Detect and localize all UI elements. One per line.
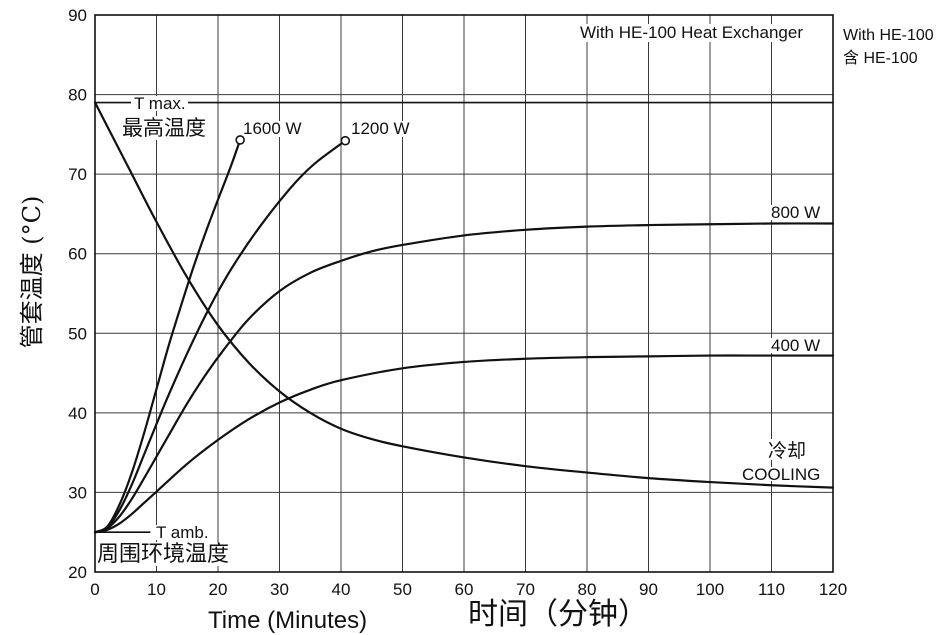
label-background xyxy=(96,542,232,566)
y-tick-label: 70 xyxy=(68,165,87,184)
x-tick-labels: 0 10 20 30 40 50 60 70 80 90 100 110 120 xyxy=(90,580,847,599)
series-cooling-label-zh: 冷却 xyxy=(768,440,806,462)
x-axis-title-zh: 时间（分钟） xyxy=(468,597,648,632)
x-tick-label: 50 xyxy=(393,580,412,599)
x-tick-label: 30 xyxy=(270,580,289,599)
y-tick-label: 90 xyxy=(68,6,87,25)
reference-lines xyxy=(95,101,833,534)
y-tick-label: 40 xyxy=(68,404,87,423)
heat-exchanger-note: With HE-100 Heat Exchanger xyxy=(580,23,803,42)
x-tick-label: 90 xyxy=(639,580,658,599)
label-background xyxy=(769,205,821,220)
x-axis-title: Time (Minutes) xyxy=(208,607,367,634)
x-tick-label: 110 xyxy=(758,580,785,599)
curve-labels: With HE-100 Heat Exchanger T max. 最高温度 1… xyxy=(96,23,822,567)
end-markers xyxy=(235,135,351,146)
side-note-zh: 含 HE-100 xyxy=(843,49,918,67)
x-tick-label: 100 xyxy=(696,580,724,599)
series-1600-w-curve xyxy=(93,138,242,534)
x-tick-label: 40 xyxy=(332,580,351,599)
series-cooling-curve xyxy=(93,101,835,489)
plot-frame xyxy=(94,14,834,573)
label-background xyxy=(153,525,211,540)
tmax-label: T max. xyxy=(134,94,186,113)
tamb-label-zh: 周围环境温度 xyxy=(97,542,229,567)
label-background xyxy=(576,24,808,42)
tmax-label-zh: 最高温度 xyxy=(122,116,206,140)
label-background xyxy=(131,96,188,111)
series-1200-w-curve xyxy=(93,139,347,534)
label-background xyxy=(120,116,208,140)
x-tick-label: 120 xyxy=(819,580,847,599)
label-background xyxy=(241,121,303,137)
series-cooling-label: COOLING xyxy=(742,465,820,484)
label-background xyxy=(769,338,821,353)
series-800w-label: 800 W xyxy=(771,203,820,222)
x-tick-label: 80 xyxy=(578,580,597,599)
x-tick-label: 20 xyxy=(209,580,228,599)
tamb-label: T amb. xyxy=(156,523,209,542)
label-background xyxy=(766,439,808,460)
y-tick-label: 30 xyxy=(68,483,87,502)
label-background xyxy=(349,121,411,137)
y-tick-label: 60 xyxy=(68,245,87,264)
series-400-w-curve xyxy=(93,354,835,534)
x-tick-label: 60 xyxy=(455,580,474,599)
series-curves xyxy=(93,101,835,534)
x-tick-label: 10 xyxy=(147,580,166,599)
x-tick-label: 70 xyxy=(516,580,535,599)
y-tick-label: 50 xyxy=(68,324,87,343)
gridlines xyxy=(94,14,834,573)
side-note-en: With HE-100 xyxy=(843,27,934,44)
y-axis-title: 管套温度 (°C) xyxy=(18,196,46,349)
series-1200-w-end-marker xyxy=(340,135,351,146)
series-1600-w-end-marker xyxy=(235,135,245,145)
series-1600w-label: 1600 W xyxy=(243,119,302,138)
series-1200w-label: 1200 W xyxy=(351,119,410,138)
x-tick-label: 0 xyxy=(90,580,99,599)
y-tick-label: 80 xyxy=(68,86,87,105)
label-background xyxy=(740,467,822,481)
y-tick-label: 20 xyxy=(68,563,87,582)
y-tick-labels: 20 30 40 50 60 70 80 90 xyxy=(68,6,87,582)
series-400w-label: 400 W xyxy=(771,336,820,355)
series-800-w-curve xyxy=(93,222,835,534)
